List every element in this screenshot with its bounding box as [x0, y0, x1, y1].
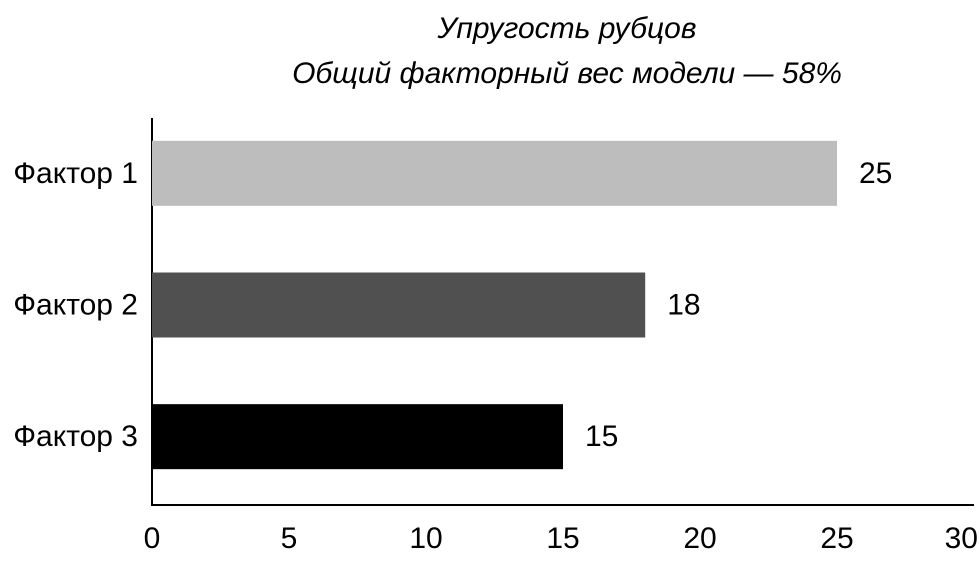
x-tick-label: 0	[144, 522, 161, 555]
chart-title: Упругость рубцов	[437, 12, 697, 45]
y-tick-label: Фактор 3	[13, 420, 138, 453]
x-tick-label: 25	[820, 522, 853, 555]
x-tick-label: 20	[683, 522, 716, 555]
data-label: 18	[667, 288, 700, 321]
x-tick-label: 15	[546, 522, 579, 555]
x-tick-label: 5	[281, 522, 298, 555]
data-label: 25	[859, 157, 892, 190]
x-tick-label: 30	[945, 522, 978, 555]
y-tick-label: Фактор 2	[13, 288, 138, 321]
chart-subtitle: Общий факторный вес модели — 58%	[292, 57, 842, 90]
data-label: 15	[585, 420, 618, 453]
bar	[152, 272, 646, 338]
x-tick-label: 10	[409, 522, 442, 555]
y-tick-label: Фактор 1	[13, 157, 138, 190]
bar	[152, 404, 563, 470]
bar	[152, 140, 837, 206]
